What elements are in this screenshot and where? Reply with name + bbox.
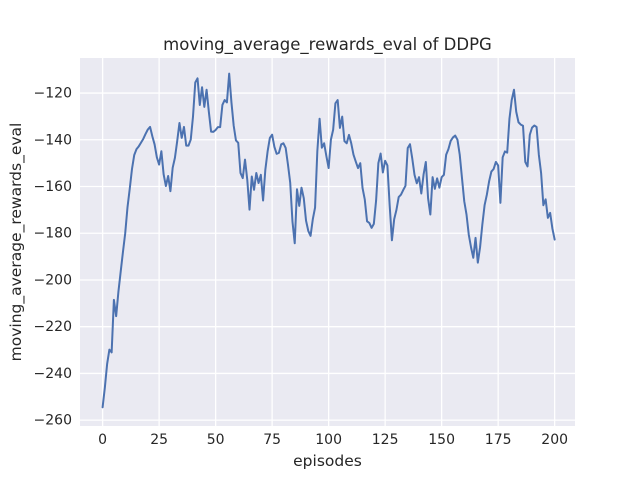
x-tick-label: 125 — [372, 432, 399, 448]
x-tick-label: 150 — [428, 432, 455, 448]
x-axis-label: episodes — [293, 452, 362, 470]
grid-lines — [80, 58, 575, 426]
series-layer — [101, 72, 556, 409]
y-tick-label: −200 — [34, 272, 72, 288]
x-tick-label: 175 — [485, 432, 512, 448]
y-tick-label: −220 — [34, 319, 72, 335]
y-tick-label: −240 — [34, 366, 72, 382]
plot-background — [80, 58, 575, 426]
x-tick-labels: 0 25 50 75 100 125 150 175 200 — [98, 432, 568, 448]
chart-title: moving_average_rewards_eval of DDPG — [163, 35, 492, 55]
y-tick-label: −160 — [34, 179, 72, 195]
x-tick-label: 25 — [150, 432, 168, 448]
x-tick-label: 75 — [263, 432, 281, 448]
y-tick-label: −140 — [34, 132, 72, 148]
y-tick-label: −180 — [34, 226, 72, 242]
x-tick-label: 200 — [541, 432, 568, 448]
y-tick-labels: −120 −140 −160 −180 −200 −220 −240 −260 — [34, 86, 72, 429]
y-tick-label: −260 — [34, 413, 72, 429]
data-series-line — [101, 72, 556, 409]
x-tick-label: 100 — [315, 432, 342, 448]
x-tick-label: 0 — [98, 432, 107, 448]
y-axis-label: moving_average_rewards_eval — [7, 123, 26, 362]
y-tick-label: −120 — [34, 86, 72, 102]
x-tick-label: 50 — [207, 432, 225, 448]
